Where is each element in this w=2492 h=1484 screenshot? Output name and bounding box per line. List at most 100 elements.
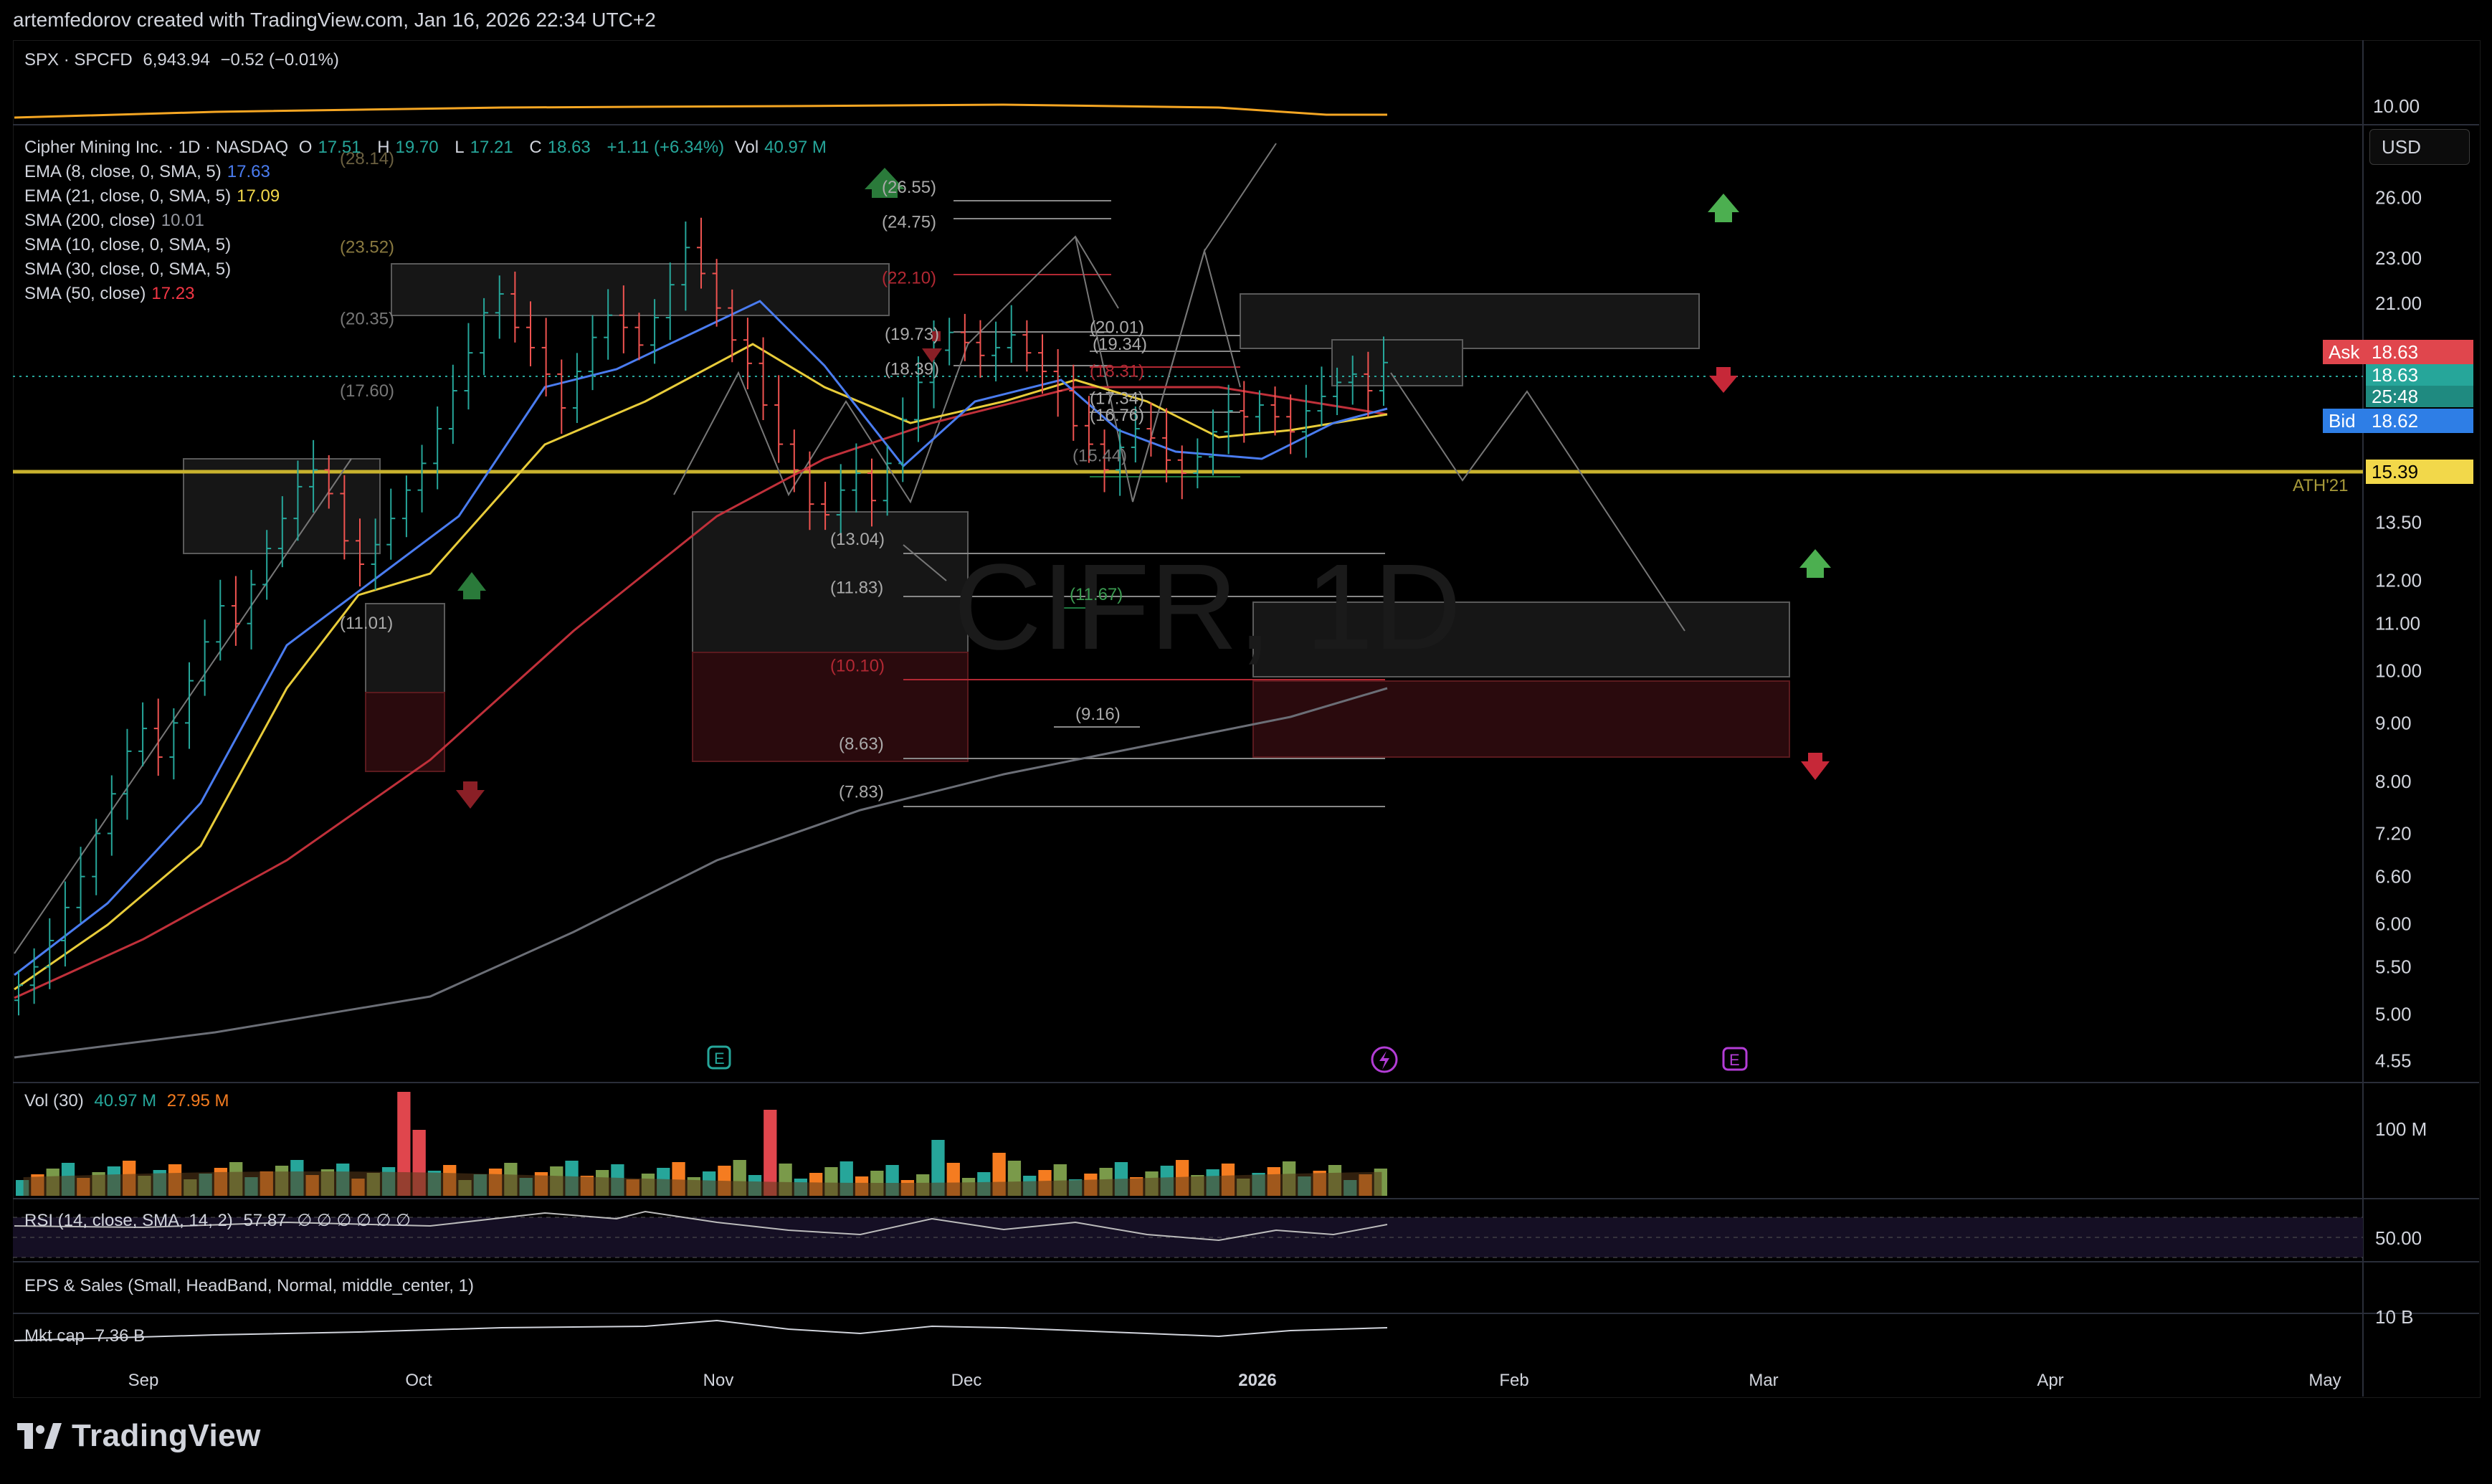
arrow-down-icon bbox=[456, 781, 485, 809]
price-tick: 5.50 bbox=[2375, 956, 2412, 978]
mktcap-legend[interactable]: Mkt cap 7.36 B bbox=[24, 1326, 151, 1346]
fib-levels bbox=[903, 200, 1385, 807]
indicator-value: 17.09 bbox=[237, 186, 280, 206]
moving-averages bbox=[14, 300, 1388, 1059]
time-tick: Dec bbox=[951, 1371, 982, 1390]
arrows bbox=[456, 168, 1831, 809]
symbol-watermark: CIFR, 1D bbox=[953, 539, 1461, 675]
spx-compare-line bbox=[14, 103, 1387, 119]
arrow-down-icon bbox=[1801, 753, 1830, 780]
mktcap-label: Mkt cap bbox=[24, 1326, 85, 1346]
volume-axis-label: 100 M bbox=[2375, 1118, 2427, 1140]
price-axis: 26.0023.0021.0015.0013.5012.0011.0010.00… bbox=[2375, 186, 2422, 1071]
fib-label: (15.44) bbox=[1073, 446, 1127, 465]
close-label: C 18.63 bbox=[529, 138, 591, 157]
fib-label: (7.83) bbox=[839, 783, 884, 802]
time-tick: Sep bbox=[128, 1371, 159, 1390]
zone-box-red bbox=[365, 692, 445, 772]
time-tick: Nov bbox=[703, 1371, 734, 1390]
last-price-tag: 18.63 bbox=[2366, 364, 2473, 386]
price-tick: 23.00 bbox=[2375, 247, 2422, 269]
compare-change: −0.52 (−0.01%) bbox=[220, 50, 339, 70]
attribution-text: artemfedorov created with TradingView.co… bbox=[13, 9, 656, 31]
fib-label: (18.31) bbox=[1090, 362, 1144, 381]
indicator-value: 10.01 bbox=[161, 211, 204, 230]
countdown-tag: 25:48 bbox=[2366, 386, 2473, 407]
ask-tag-label: Ask bbox=[2323, 340, 2366, 364]
indicator-legend-item[interactable]: SMA (10, close, 0, SMA, 5) bbox=[24, 235, 237, 255]
time-tick: Oct bbox=[405, 1371, 432, 1390]
compare-value: 6,943.94 bbox=[143, 50, 210, 70]
fib-labels: (28.14) (26.55) (24.75) (23.52) (22.10) (20.3… bbox=[340, 149, 1147, 802]
fib-label: (26.55) bbox=[882, 178, 936, 197]
price-tick: 26.00 bbox=[2375, 186, 2422, 208]
arrow-down-icon bbox=[922, 325, 942, 363]
price-tick: 7.20 bbox=[2375, 823, 2412, 845]
bid-tag-value: 18.62 bbox=[2366, 409, 2473, 433]
price-tick: 6.00 bbox=[2375, 913, 2412, 935]
zone-box-red bbox=[692, 652, 969, 762]
rsi-legend[interactable]: RSI (14, close, SMA, 14, 2) 57.87 ∅ ∅ ∅ … bbox=[24, 1210, 417, 1231]
open-label: O 17.51 bbox=[298, 138, 361, 157]
zone-box-red bbox=[1252, 680, 1790, 758]
indicator-legend-item[interactable]: EMA (21, close, 0, SMA, 5) 17.09 bbox=[24, 186, 285, 206]
svg-text:E: E bbox=[1729, 1051, 1740, 1069]
volume-legend-pane[interactable]: Vol (30) 40.97 M 27.95 M bbox=[24, 1091, 235, 1111]
eps-legend[interactable]: EPS & Sales (Small, HeadBand, Normal, mi… bbox=[24, 1276, 480, 1296]
fib-label: (13.04) bbox=[830, 530, 885, 549]
fib-label: (19.34) bbox=[1093, 335, 1147, 354]
fib-label: (17.34) bbox=[1090, 389, 1144, 408]
fib-label: (17.60) bbox=[340, 381, 394, 401]
fib-label: (22.10) bbox=[882, 269, 936, 288]
compare-legend[interactable]: SPX · SPCFD 6,943.94 −0.52 (−0.01%) bbox=[24, 50, 345, 70]
eps-label: EPS & Sales (Small, HeadBand, Normal, mi… bbox=[24, 1276, 474, 1295]
indicator-legend-item[interactable]: EMA (8, close, 0, SMA, 5) 17.63 bbox=[24, 162, 276, 182]
zone-box bbox=[391, 263, 890, 316]
compare-axis-label: 10.00 bbox=[2373, 95, 2420, 117]
time-tick: May bbox=[2308, 1371, 2341, 1390]
volume-bar bbox=[397, 1092, 411, 1196]
price-tick: 5.00 bbox=[2375, 1003, 2412, 1024]
ask-tag-value: 18.63 bbox=[2366, 340, 2473, 364]
fib-label: (18.39) bbox=[885, 360, 939, 379]
bid-tag-label: Bid bbox=[2323, 409, 2366, 433]
footer: TradingView bbox=[0, 1398, 2492, 1484]
sma200-line bbox=[14, 687, 1388, 1059]
indicator-legend-item[interactable]: SMA (30, close, 0, SMA, 5) bbox=[24, 260, 237, 280]
volume-bar bbox=[764, 1110, 777, 1196]
ema8-line bbox=[14, 300, 1388, 976]
chart-canvas[interactable]: 10.00 bbox=[0, 0, 2492, 1398]
fib-label: (11.83) bbox=[830, 578, 883, 597]
arrow-up-icon bbox=[457, 572, 486, 599]
attribution-bar: artemfedorov created with TradingView.co… bbox=[0, 0, 2492, 40]
arrow-up-icon bbox=[1708, 194, 1739, 222]
indicator-legend-item[interactable]: SMA (50, close) 17.23 bbox=[24, 284, 200, 304]
main-legend[interactable]: Cipher Mining Inc. · 1D · NASDAQ O 17.51 … bbox=[24, 138, 838, 158]
volume-pane-value: 40.97 M bbox=[94, 1091, 157, 1110]
indicator-value: 17.23 bbox=[151, 284, 195, 303]
earnings-future-icon: E bbox=[1722, 1047, 1748, 1071]
rsi-extra: ∅ ∅ ∅ ∅ ∅ ∅ bbox=[297, 1211, 411, 1230]
price-tick: 12.00 bbox=[2375, 570, 2422, 591]
candles bbox=[14, 217, 1388, 1016]
rsi-pane bbox=[13, 1210, 2363, 1258]
fib-label: (24.75) bbox=[882, 212, 936, 232]
currency-button[interactable]: USD bbox=[2369, 129, 2470, 165]
indicator-label: SMA (50, close) bbox=[24, 284, 146, 303]
low-label: L 17.21 bbox=[455, 138, 513, 157]
volume-bar bbox=[931, 1140, 945, 1196]
volume-legend: Vol 40.97 M bbox=[734, 138, 827, 157]
zone-box bbox=[1240, 293, 1700, 349]
indicator-legend-item[interactable]: SMA (200, close) 10.01 bbox=[24, 211, 210, 231]
zones bbox=[183, 263, 1790, 772]
arrow-up-icon bbox=[1799, 549, 1831, 578]
ema21-line bbox=[14, 343, 1388, 991]
event-markers: E E bbox=[707, 1045, 1748, 1073]
brand[interactable]: TradingView bbox=[17, 1418, 261, 1454]
fib-label: (10.10) bbox=[830, 657, 885, 676]
projection-paths bbox=[14, 143, 1685, 954]
high-label: H 19.70 bbox=[377, 138, 439, 157]
time-tick: Mar bbox=[1749, 1371, 1778, 1390]
volume-pane-ma: 27.95 M bbox=[166, 1091, 229, 1110]
change-value: +1.11 (+6.34%) bbox=[607, 138, 725, 157]
